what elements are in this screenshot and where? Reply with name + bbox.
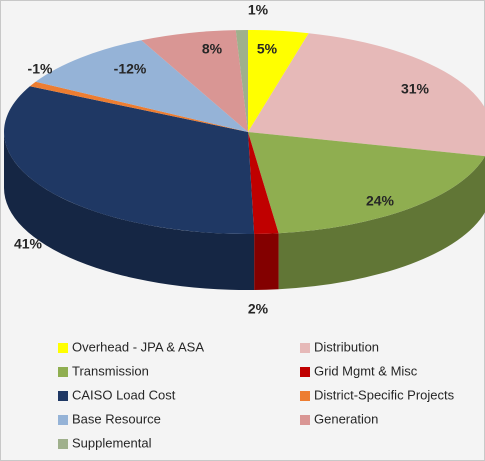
pie-slice bbox=[248, 33, 485, 157]
data-label: -1% bbox=[28, 61, 53, 77]
pie-slice bbox=[29, 81, 248, 132]
legend-swatch bbox=[300, 391, 310, 401]
slice-side bbox=[278, 156, 485, 290]
legend-label: District-Specific Projects bbox=[314, 387, 455, 402]
pie-slice bbox=[35, 40, 248, 132]
legend-label: Distribution bbox=[314, 339, 379, 354]
data-label: 5% bbox=[257, 41, 278, 57]
pie-slice bbox=[235, 30, 248, 132]
data-label: -12% bbox=[114, 61, 147, 77]
legend-label: Supplemental bbox=[72, 435, 152, 450]
data-label: 24% bbox=[366, 193, 395, 209]
pie-slice bbox=[4, 86, 255, 234]
legend-swatch bbox=[58, 439, 68, 449]
legend-swatch bbox=[300, 415, 310, 425]
legend-label: Generation bbox=[314, 411, 378, 426]
legend-swatch bbox=[58, 367, 68, 377]
data-label: 41% bbox=[14, 236, 43, 252]
legend-label: Overhead - JPA & ASA bbox=[72, 339, 204, 354]
data-label: 8% bbox=[202, 41, 223, 57]
pie-slice bbox=[248, 30, 309, 132]
legend-label: Base Resource bbox=[72, 411, 161, 426]
legend-swatch bbox=[58, 343, 68, 353]
data-label: 31% bbox=[401, 81, 430, 97]
legend-label: Transmission bbox=[72, 363, 149, 378]
slice-side bbox=[4, 132, 255, 290]
legend-swatch bbox=[58, 391, 68, 401]
legend-swatch bbox=[300, 367, 310, 377]
legend-swatch bbox=[58, 415, 68, 425]
pie-slice bbox=[141, 30, 248, 132]
pie-slice bbox=[248, 132, 279, 234]
legend-label: Grid Mgmt & Misc bbox=[314, 363, 418, 378]
slice-side bbox=[254, 233, 279, 290]
data-label: 1% bbox=[248, 2, 269, 18]
legend-label: CAISO Load Cost bbox=[72, 387, 176, 402]
pie-slice bbox=[248, 132, 485, 234]
data-label: 2% bbox=[248, 301, 269, 317]
legend-swatch bbox=[300, 343, 310, 353]
